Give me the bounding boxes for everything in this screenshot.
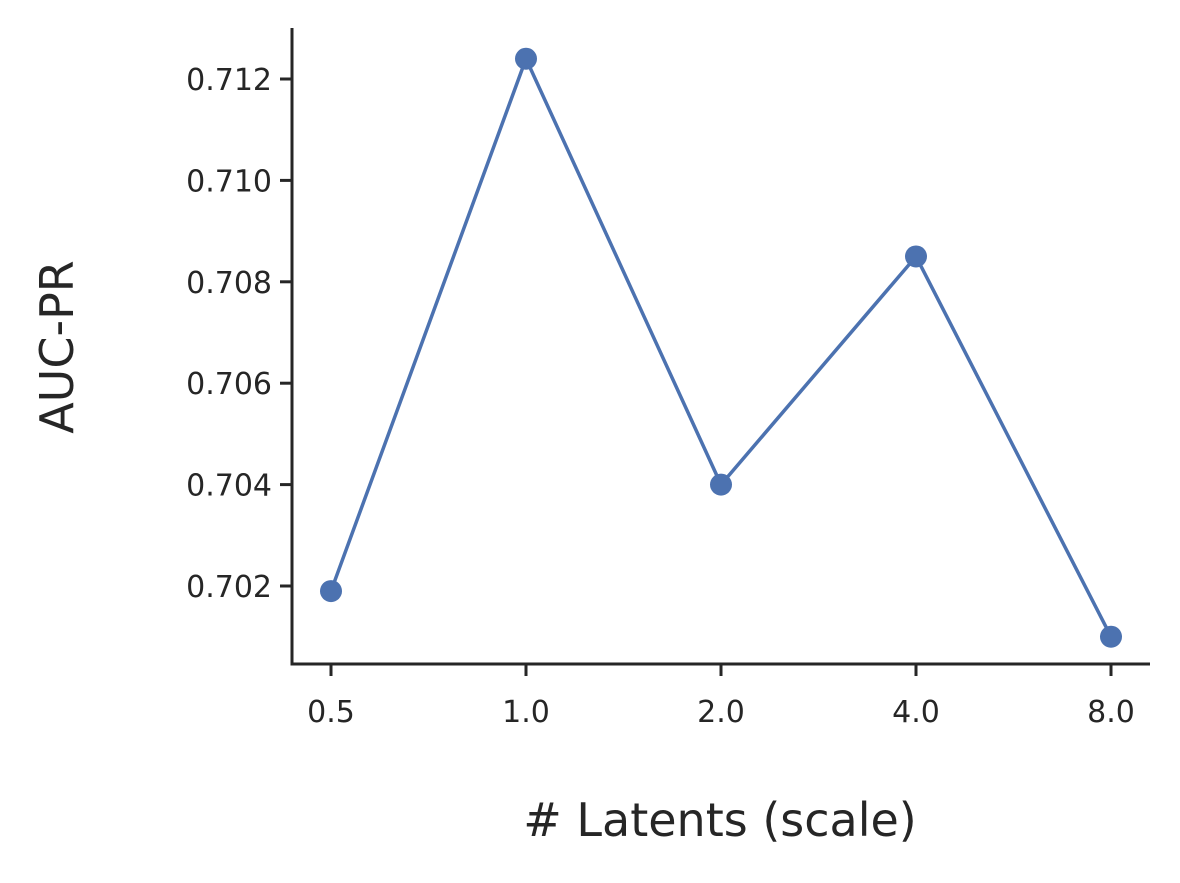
- data-point: [905, 245, 927, 268]
- y-tick-label: 0.712: [186, 63, 272, 98]
- x-tick-label: 8.0: [1087, 695, 1135, 730]
- series-marks: [320, 47, 1122, 648]
- data-point: [320, 580, 342, 603]
- tick-labels: 0.702 0.704 0.706 0.708 0.710 0.712 0.5 1.0 2.0 4…: [186, 63, 1135, 730]
- y-tick-label: 0.704: [186, 469, 272, 504]
- x-tick-label: 2.0: [697, 695, 745, 730]
- y-tick-label: 0.710: [186, 164, 272, 199]
- y-tick-label: 0.708: [186, 266, 272, 301]
- x-tick-label: 4.0: [892, 695, 940, 730]
- y-tick-label: 0.702: [186, 570, 272, 605]
- axes: [280, 28, 1150, 676]
- x-tick-label: 0.5: [307, 695, 355, 730]
- x-axis-title: # Latents (scale): [523, 793, 917, 847]
- series-line: [329, 56, 1113, 638]
- data-point: [1100, 625, 1122, 648]
- data-point: [710, 473, 732, 496]
- y-tick-label: 0.706: [186, 367, 272, 402]
- y-axis-title: AUC-PR: [30, 260, 84, 434]
- data-point: [515, 47, 537, 70]
- x-tick-label: 1.0: [502, 695, 550, 730]
